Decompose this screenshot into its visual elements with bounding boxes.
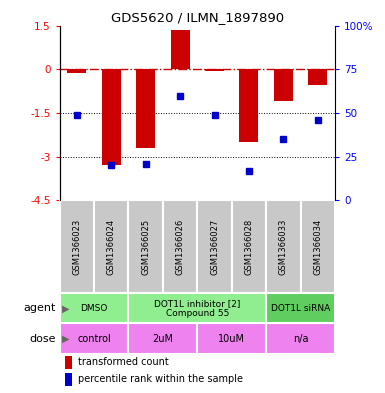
Text: DOT1L inhibitor [2]
Compound 55: DOT1L inhibitor [2] Compound 55 [154,299,241,318]
Bar [171,30,189,69]
Text: ▶: ▶ [62,303,69,314]
Text: percentile rank within the sample: percentile rank within the sample [77,375,243,384]
Bar [136,69,155,148]
Text: GSM1366028: GSM1366028 [244,219,253,275]
Bar [197,323,266,354]
Bar [266,294,335,323]
Text: control: control [77,334,111,343]
Text: 2uM: 2uM [152,334,173,343]
Bar [232,200,266,294]
Text: GSM1366034: GSM1366034 [313,219,322,275]
Text: GSM1366023: GSM1366023 [72,219,81,275]
Bar [308,69,327,85]
Bar [67,69,86,73]
Bar [60,200,94,294]
Text: DMSO: DMSO [80,304,108,313]
Text: GSM1366026: GSM1366026 [176,219,185,275]
Bar [163,200,197,294]
Bar [60,294,129,323]
Text: DOT1L siRNA: DOT1L siRNA [271,304,330,313]
Bar [60,323,129,354]
Bar [65,373,72,386]
Title: GDS5620 / ILMN_1897890: GDS5620 / ILMN_1897890 [111,11,284,24]
Bar [274,69,293,101]
Bar [266,200,301,294]
Text: GSM1366027: GSM1366027 [210,219,219,275]
Bar [129,323,197,354]
Bar [239,69,258,142]
Text: n/a: n/a [293,334,308,343]
Text: GSM1366024: GSM1366024 [107,219,116,275]
Bar [102,69,121,165]
Text: dose: dose [29,334,56,343]
Text: ▶: ▶ [62,334,69,343]
Bar [197,200,232,294]
Text: GSM1366033: GSM1366033 [279,219,288,275]
Text: 10uM: 10uM [218,334,245,343]
Bar [266,323,335,354]
Text: transformed count: transformed count [77,357,168,367]
Bar [65,356,72,369]
Bar [129,294,266,323]
Bar [205,69,224,71]
Bar [129,200,163,294]
Bar [94,200,129,294]
Text: GSM1366025: GSM1366025 [141,219,150,275]
Text: agent: agent [23,303,56,314]
Bar [301,200,335,294]
